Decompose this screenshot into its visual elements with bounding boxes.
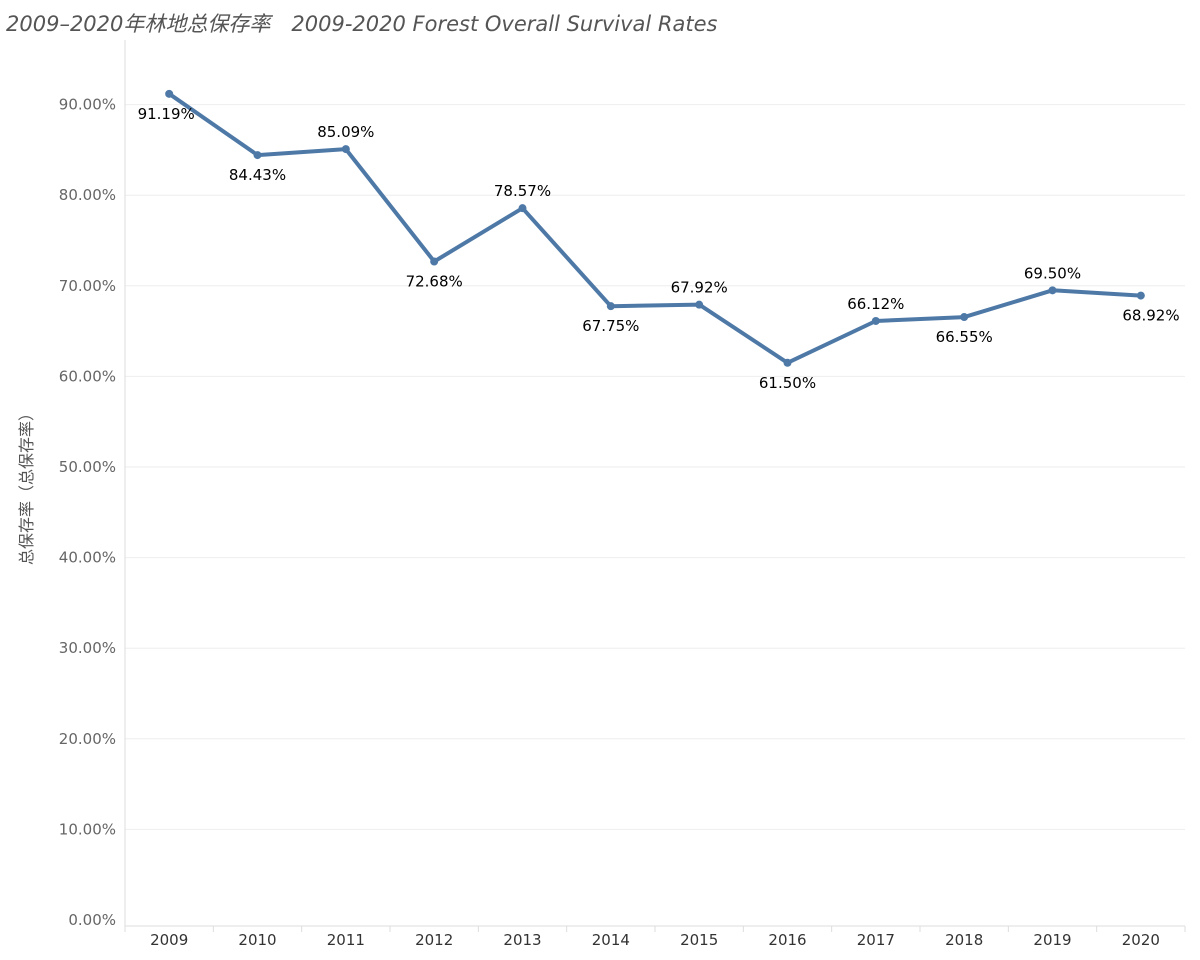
x-tick-label: 2018: [945, 931, 983, 949]
data-point: [165, 89, 174, 98]
x-tick-label: 2013: [503, 931, 541, 949]
series-polyline: [167, 91, 1143, 365]
data-points: [165, 89, 1145, 367]
x-tick-label: 2012: [415, 931, 453, 949]
y-tick-label: 70.00%: [59, 277, 116, 295]
x-tick-label: 2010: [238, 931, 276, 949]
y-tick-label: 50.00%: [59, 458, 116, 476]
data-point: [253, 151, 262, 160]
data-label: 66.12%: [847, 295, 904, 313]
x-tick-label: 2009: [150, 931, 188, 949]
data-point: [871, 316, 880, 325]
y-tick-label: 40.00%: [59, 549, 116, 567]
data-labels: 91.19% 84.43% 85.09% 72.68% 78.57% 67.75% 67.9…: [138, 105, 1180, 392]
gridlines: [125, 104, 1185, 830]
y-tick-label: 30.00%: [59, 639, 116, 657]
x-tick-label: 2019: [1033, 931, 1071, 949]
series-line: [167, 91, 1143, 365]
data-label: 67.75%: [582, 317, 639, 335]
data-point: [1048, 286, 1057, 295]
data-label: 85.09%: [317, 123, 374, 141]
x-tick-label: 2020: [1122, 931, 1160, 949]
x-tick-label: 2015: [680, 931, 718, 949]
data-point: [960, 313, 969, 322]
y-tick-label: 0.00%: [68, 911, 116, 929]
y-tick-label: 80.00%: [59, 186, 116, 204]
y-tick-label: 60.00%: [59, 367, 116, 385]
y-tick-label: 10.00%: [59, 820, 116, 838]
y-tick-labels: 0.00% 10.00% 20.00% 30.00% 40.00% 50.00% 60.00…: [59, 96, 116, 929]
axes: [124, 40, 1186, 932]
x-tick-label: 2016: [768, 931, 806, 949]
data-point: [341, 145, 350, 154]
data-label: 67.92%: [671, 279, 728, 297]
y-tick-label: 20.00%: [59, 730, 116, 748]
data-label: 68.92%: [1122, 307, 1179, 325]
x-tick-label: 2017: [857, 931, 895, 949]
x-tick-label: 2011: [327, 931, 365, 949]
data-point: [606, 302, 615, 311]
x-tick-label: 2014: [592, 931, 630, 949]
data-point: [518, 204, 527, 213]
data-label: 84.43%: [229, 166, 286, 184]
data-label: 69.50%: [1024, 264, 1081, 282]
data-label: 91.19%: [138, 105, 195, 123]
data-point: [430, 257, 439, 266]
y-tick-label: 90.00%: [59, 96, 116, 114]
data-label: 66.55%: [936, 328, 993, 346]
data-point: [695, 300, 704, 309]
x-tick-labels: 2009 2010 2011 2012 2013 2014 2015 2016 2017 2018…: [150, 931, 1160, 949]
chart-title: 2009–2020年林地总保存率 2009-2020 Forest Overal…: [6, 12, 718, 36]
data-label: 61.50%: [759, 374, 816, 392]
data-point: [783, 358, 792, 367]
data-label: 72.68%: [406, 273, 463, 291]
data-label: 78.57%: [494, 182, 551, 200]
data-point: [1136, 291, 1145, 300]
